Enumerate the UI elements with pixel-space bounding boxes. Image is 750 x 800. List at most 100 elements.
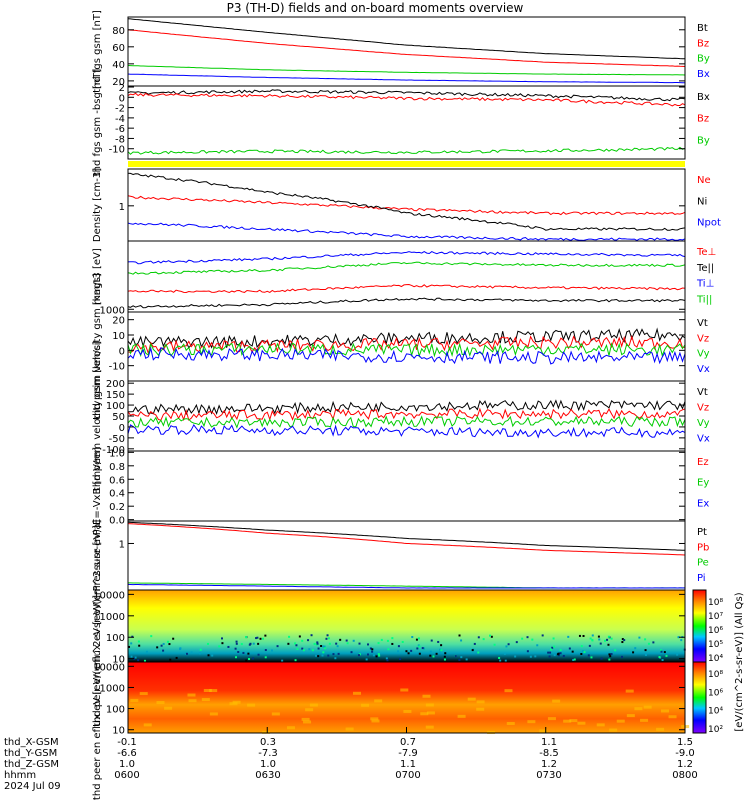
legend-By: By [697,54,710,65]
tick-x-gsm: -0.1 [117,737,137,748]
legend-Pt: Pt [697,527,707,538]
spectrogram-pixel [652,641,655,644]
spectrogram-pixel [247,703,256,707]
spectrogram-pixel [420,712,429,716]
ytick-label: 100 [106,401,125,412]
colorbar-tick: 10² [708,725,723,735]
panel-2: 1 Density [cm-3] Ne Ni Npot [92,168,721,242]
spectrogram-pixel [458,658,461,661]
spectrogram-pixel [259,637,262,640]
tick-time: 0630 [255,770,281,781]
colorbar-tick: 10⁵ [708,640,723,650]
legend-Vy: Vy [697,349,710,360]
ylabel: thd peem velocity gsm [km/s] [92,341,103,491]
spectrogram-pixel [295,644,298,647]
row-label-x-gsm: thd_X-GSM [4,737,59,748]
spectrogram-pixel [598,638,601,641]
spectrogram-pixel [322,651,325,654]
legend-Ti||: Ti|| [696,294,712,305]
spectrogram-pixel [137,640,140,643]
series-line-Ne [127,195,686,216]
spectrogram-pixel [169,658,172,661]
tick-y-gsm: -6.6 [117,748,137,759]
spectrogram-pixel [589,637,592,640]
spectrogram-pixel [443,658,446,661]
spectrogram-pixel [604,639,607,642]
spectrogram-pixel [399,658,402,661]
series-line-Bz [127,92,686,107]
spectrogram-pixel [131,635,134,638]
spectrogram-pixel [616,719,625,723]
orbit-axis-labels: thd_X-GSM thd_Y-GSM thd_Z-GSM hhmm 2024 … [4,737,61,792]
spectrogram-pixel [417,637,420,640]
spectrogram-pixel [316,642,319,645]
spectrogram-pixel [591,634,594,637]
spectrogram-pixel [421,647,424,650]
spectrogram-pixel [310,634,313,637]
row-label-z-gsm: thd_Z-GSM [4,759,59,770]
tick-y-gsm: -7.3 [258,748,278,759]
spectrogram-pixel [587,654,590,657]
spectrogram-pixel [372,654,375,657]
spectrogram-pixel [296,647,299,650]
spectrogram-pixel [374,699,383,703]
spectrogram-pixel [352,691,361,695]
ytick-label: 0.0 [109,516,125,527]
spectrogram-pixel [658,656,661,659]
spectrogram-pixel [232,700,241,704]
spectrogram-pixel [248,658,251,661]
series-line-Pi [127,583,686,589]
spectrogram-pixel [397,645,400,648]
spectrogram-pixel [198,652,201,655]
ytick-label: 200 [106,379,125,390]
ytick-label: 1.0 [109,448,125,459]
spectrogram-pixel [206,642,209,645]
tick-time: 0600 [114,770,140,781]
spectrogram-pixel [498,656,501,659]
spectrogram-pixel [568,647,571,650]
tick-x-gsm: 0.3 [260,737,276,748]
spectrogram-pixel [130,698,139,702]
legend-Ni: Ni [697,196,707,207]
ytick-label: 10000 [93,590,125,601]
spectrogram-pixel [386,659,389,662]
spectrogram-pixel [286,726,295,730]
tick-col-0: -0.1 -6.6 1.0 0600 [102,737,152,781]
spectrogram-pixel [308,648,311,651]
spectrogram-pixel [335,642,338,645]
spectrogram-pixel [432,655,435,658]
spectrogram-pixel [443,655,446,658]
spectrogram-pixel [391,642,394,645]
spectrogram-pixel [301,639,304,642]
ytick-label: 10 [112,655,125,666]
tick-z-gsm: 1.2 [541,759,557,770]
ytick-label: 1 [119,539,125,550]
spectrogram-pixel [526,650,529,653]
tick-time: 0700 [395,770,421,781]
spectrogram-pixel [563,719,572,723]
series-line-Vt [127,327,686,349]
legend-Pb: Pb [697,542,709,553]
spectrogram-pixel [371,719,380,723]
ytick-label: 1000 [100,612,125,623]
spectrogram-pixel [358,642,361,645]
legend-Te⊥: Te⊥ [696,247,716,258]
ytick-label: 20 [112,77,125,88]
spectrogram-pixel [281,659,284,662]
spectrogram-pixel [591,638,594,641]
spectrogram-pixel [571,651,574,654]
spectrogram-pixel [252,642,255,645]
spectrogram-pixel [514,655,517,658]
spectrogram-pixel [553,645,556,648]
tick-z-gsm: 1.0 [260,759,276,770]
spectrogram-pixel [288,635,291,638]
series-line-By [127,65,686,76]
tick-col-3: 1.1 -8.5 1.2 0730 [524,737,574,781]
spectrogram-pixel [503,652,506,655]
spectrogram-pixel [211,654,214,657]
spectrogram-pixel [302,649,305,652]
spectrogram-pixel [386,639,389,642]
spectrogram-pixel [529,655,532,658]
spectrogram-pixel [580,652,583,655]
